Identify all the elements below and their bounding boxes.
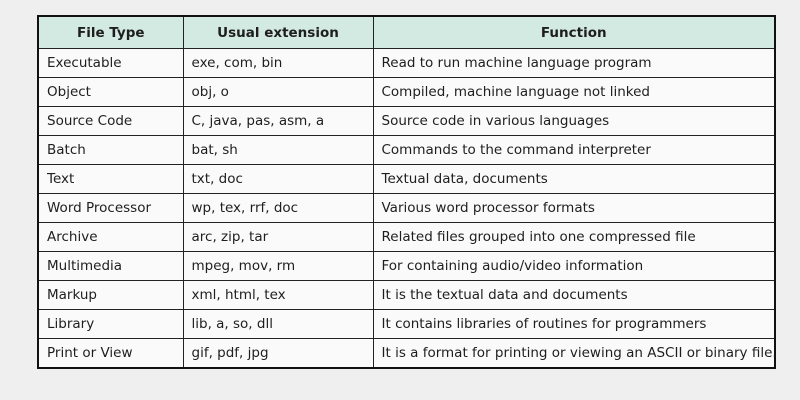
cell-extension: arc, zip, tar <box>182 222 374 252</box>
cell-extension: txt, doc <box>182 164 374 194</box>
cell-function: Various word processor formats <box>372 193 776 223</box>
table-row: Markup xml, html, tex It is the textual da… <box>37 280 776 310</box>
header-file-type: File Type <box>37 15 184 49</box>
table-row: Text txt, doc Textual data, documents <box>37 164 776 194</box>
table-row: Multimedia mpeg, mov, rm For containing au… <box>37 251 776 281</box>
cell-extension: bat, sh <box>182 135 374 165</box>
cell-file-type: Markup <box>37 280 184 310</box>
table-row: Archive arc, zip, tar Related files groupe… <box>37 222 776 252</box>
cell-function: Read to run machine language program <box>372 48 776 78</box>
cell-function: It contains libraries of routines for pr… <box>372 309 776 339</box>
cell-file-type: Text <box>37 164 184 194</box>
cell-extension: mpeg, mov, rm <box>182 251 374 281</box>
table-row: Print or View gif, pdf, jpg It is a format… <box>37 338 777 369</box>
header-usual-extension: Usual extension <box>182 15 374 49</box>
cell-extension: gif, pdf, jpg <box>182 338 374 369</box>
cell-file-type: Word Processor <box>37 193 184 223</box>
cell-function: Textual data, documents <box>372 164 776 194</box>
cell-function: It is a format for printing or viewing a… <box>372 338 777 369</box>
cell-extension: exe, com, bin <box>182 48 374 78</box>
cell-file-type: Archive <box>37 222 184 252</box>
table-row: Source Code C, java, pas, asm, a Source co… <box>37 106 776 136</box>
file-types-table: File Type Usual extension Function Execu… <box>37 15 777 369</box>
table-body: Executable exe, com, bin Read to run machi… <box>37 48 777 369</box>
cell-function: For containing audio/video information <box>372 251 776 281</box>
cell-file-type: Source Code <box>37 106 184 136</box>
table-row: Word Processor wp, tex, rrf, doc Various w… <box>37 193 776 223</box>
table-row: Library lib, a, so, dll It contains librar… <box>37 309 776 339</box>
cell-file-type: Print or View <box>37 338 184 369</box>
table-row: Batch bat, sh Commands to the command inte… <box>37 135 776 165</box>
cell-function: Commands to the command interpreter <box>372 135 776 165</box>
cell-file-type: Object <box>37 77 184 107</box>
cell-file-type: Library <box>37 309 184 339</box>
cell-extension: lib, a, so, dll <box>182 309 374 339</box>
cell-extension: C, java, pas, asm, a <box>182 106 374 136</box>
cell-function: It is the textual data and documents <box>372 280 776 310</box>
header-function: Function <box>372 15 776 49</box>
cell-function: Source code in various languages <box>372 106 776 136</box>
cell-function: Related files grouped into one compresse… <box>372 222 776 252</box>
cell-file-type: Executable <box>37 48 184 78</box>
header-row: File Type Usual extension Function <box>37 15 776 49</box>
cell-extension: wp, tex, rrf, doc <box>182 193 374 223</box>
table-row: Object obj, o Compiled, machine language n… <box>37 77 776 107</box>
table-row: Executable exe, com, bin Read to run machi… <box>37 48 776 78</box>
cell-function: Compiled, machine language not linked <box>372 77 776 107</box>
cell-file-type: Multimedia <box>37 251 184 281</box>
cell-file-type: Batch <box>37 135 184 165</box>
cell-extension: obj, o <box>182 77 374 107</box>
cell-extension: xml, html, tex <box>182 280 374 310</box>
